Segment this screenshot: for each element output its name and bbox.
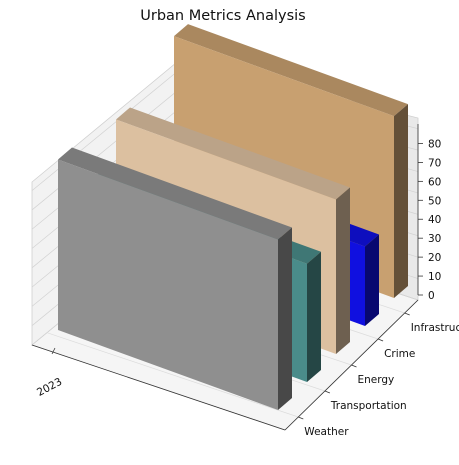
bar-top-4 (174, 24, 408, 117)
bar-top-0 (58, 147, 292, 240)
bar-top-2 (116, 107, 350, 200)
bar-side-3 (365, 234, 379, 326)
z-tick-label-1: 10 (428, 271, 441, 283)
y-tick-label-1: Transportation (330, 400, 407, 412)
bar-side-1 (307, 251, 321, 382)
y-tick-mark-1 (324, 390, 331, 394)
z-tick-label-4: 40 (428, 214, 441, 226)
y-tick-label-2: Energy (358, 374, 395, 386)
x-tick-label-0: 2023 (35, 376, 64, 399)
bar-weather (58, 147, 292, 410)
y-tick-label-4: Infrastructure (411, 322, 459, 334)
y-tick-mark-3 (377, 338, 384, 342)
z-tick-label-7: 70 (428, 157, 441, 169)
z-tick-label-6: 60 (428, 176, 441, 188)
bar-side-2 (336, 187, 350, 354)
y-tick-mark-0 (298, 416, 304, 420)
x-tick-mark-0 (51, 347, 56, 355)
bar-side-0 (278, 227, 292, 410)
y-tick-mark-4 (404, 312, 410, 316)
bar-front-0 (58, 159, 278, 410)
bars (58, 24, 408, 410)
chart-title: Urban Metrics Analysis (140, 8, 305, 24)
bar-side-4 (394, 104, 408, 298)
tick-labels: 0 10 20 30 40 50 60 70 80 Weather Transportation En… (35, 138, 459, 438)
y-tick-label-0: Weather (304, 426, 349, 438)
y-tick-mark-2 (351, 364, 357, 368)
z-tick-label-3: 30 (428, 233, 441, 245)
y-tick-label-3: Crime (384, 348, 415, 360)
z-tick-label-8: 80 (428, 138, 441, 150)
z-tick-label-5: 50 (428, 195, 441, 207)
gridline-floor-0 (46, 332, 299, 418)
z-tick-label-0: 0 (428, 290, 435, 302)
z-tick-label-2: 20 (428, 252, 441, 264)
x-axis-line (31, 344, 286, 431)
